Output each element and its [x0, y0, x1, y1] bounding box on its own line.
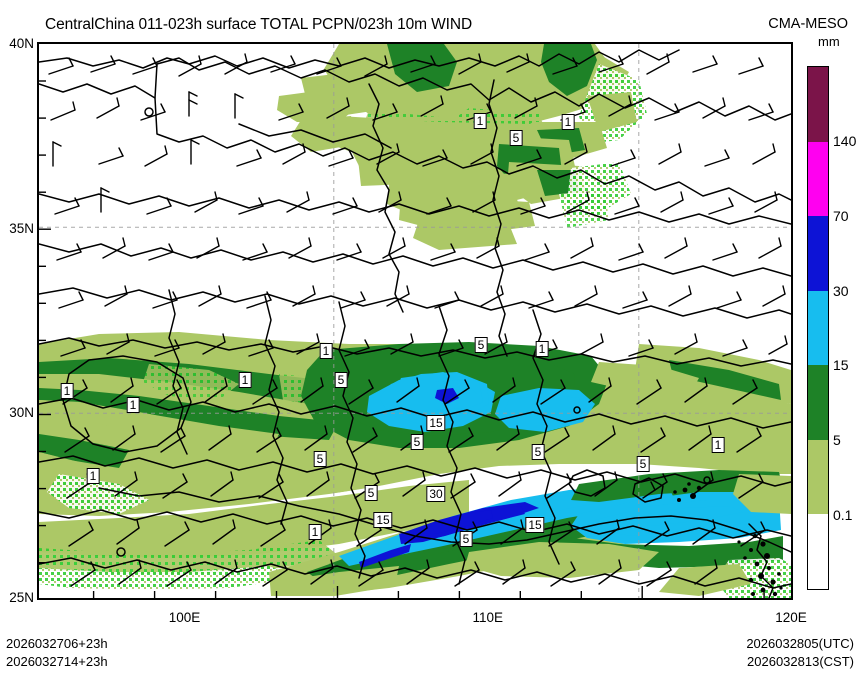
- page-title: CentralChina 011-023h surface TOTAL PCPN…: [45, 16, 473, 33]
- contour-label: 1: [711, 437, 725, 453]
- y-axis-tick-label: 25N: [9, 590, 34, 605]
- footer-init-cst: 2026032714+23h: [6, 654, 108, 669]
- contour-label: 1: [308, 524, 322, 540]
- contour-label: 15: [373, 512, 393, 528]
- contour-label: 1: [86, 468, 100, 484]
- contour-label: 1: [60, 383, 74, 399]
- footer-init-utc: 2026032706+23h: [6, 636, 108, 651]
- contour-label: 30: [426, 486, 446, 502]
- colorbar-tick-label: 0.1: [833, 507, 853, 524]
- colorbar-unit-label: mm: [818, 34, 840, 49]
- footer-valid-utc: 2026032805(UTC): [746, 636, 854, 651]
- precip-core-central: [301, 342, 609, 448]
- y-axis-tick-label: 30N: [9, 405, 34, 421]
- colorbar-tick-label: 30: [833, 282, 849, 299]
- y-axis-tick-label: 35N: [9, 220, 34, 236]
- colorbar-band: [808, 216, 828, 291]
- contour-label: 15: [426, 415, 446, 431]
- contour-label: 5: [459, 531, 473, 547]
- model-label: CMA-MESO: [768, 16, 848, 32]
- axis-ticks: [39, 80, 765, 598]
- footer-valid-cst: 2026032813(CST): [747, 654, 854, 669]
- contour-label: 1: [126, 397, 140, 413]
- colorbar-tick-label: 70: [833, 207, 849, 224]
- contour-label: 5: [531, 444, 545, 460]
- colorbar-band: [808, 290, 828, 366]
- x-axis-tick-label: 100E: [168, 610, 201, 625]
- colorbar-tick-label: 140: [833, 132, 857, 149]
- contour-label: 1: [319, 343, 333, 359]
- y-axis-tick-label: 40N: [9, 36, 34, 51]
- contour-label: 5: [334, 372, 348, 388]
- colorbar-band: [808, 67, 828, 142]
- precipitation-map: [39, 44, 791, 598]
- contour-label: 5: [364, 485, 378, 501]
- contour-label: 1: [561, 114, 575, 130]
- contour-label: 5: [636, 456, 650, 472]
- colorbar-band: [808, 141, 828, 217]
- colorbar-tick-label: 5: [833, 432, 841, 449]
- colorbar-band: [808, 365, 828, 440]
- contour-label: 1: [473, 113, 487, 129]
- colorbar-band: [808, 514, 828, 589]
- precip-core-south: [269, 470, 783, 596]
- contour-label: 1: [238, 372, 252, 388]
- colorbar-tick-label: 15: [833, 357, 849, 374]
- contour-label: 5: [509, 130, 523, 146]
- colorbar-band: [808, 439, 828, 515]
- colorbar[interactable]: [807, 66, 829, 590]
- map-plot-area[interactable]: 1 5 1 1 5 1 1 1 5 1 15 5 5 1 5 5 1 5 30 15 15 5 1: [37, 42, 793, 600]
- contour-label: 5: [313, 451, 327, 467]
- contour-label: 5: [474, 337, 488, 353]
- x-axis-tick-label: 110E: [472, 610, 504, 625]
- x-axis-tick-label: 120E: [775, 610, 807, 625]
- contour-label: 15: [525, 517, 545, 533]
- gridlines: [39, 44, 791, 598]
- wind-barb-field: [48, 53, 788, 587]
- contour-label: 1: [535, 341, 549, 357]
- contour-label: 5: [410, 434, 424, 450]
